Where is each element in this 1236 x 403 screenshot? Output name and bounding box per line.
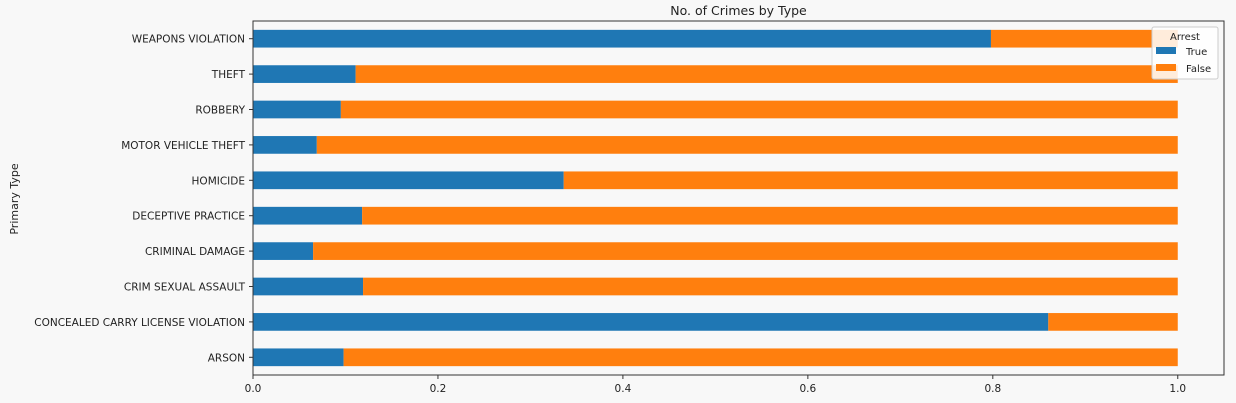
bar-theft-false	[355, 65, 1178, 83]
y-tick-label: MOTOR VEHICLE THEFT	[121, 140, 245, 152]
y-tick-label: THEFT	[211, 69, 246, 81]
legend-label-false: False	[1186, 64, 1211, 75]
legend-swatch-false	[1156, 64, 1176, 71]
y-tick-label: DECEPTIVE PRACTICE	[132, 211, 245, 223]
bar-motor-vehicle-theft-false	[316, 136, 1178, 154]
chart-title: No. of Crimes by Type	[670, 3, 807, 18]
bar-concealed-carry-license-violation-true	[253, 313, 1049, 331]
bar-weapons-violation-true	[253, 29, 991, 48]
y-axis-label: Primary Type	[8, 163, 21, 235]
x-tick-label: 0.4	[615, 383, 632, 395]
bar-crim-sexual-assault-true	[253, 277, 364, 296]
bars-layer	[253, 29, 1178, 367]
bar-theft-true	[253, 65, 356, 83]
bar-motor-vehicle-theft-true	[253, 136, 317, 154]
legend: Arrest True False	[1151, 26, 1219, 80]
bar-arson-true	[253, 348, 344, 367]
bar-deceptive-practice-true	[253, 206, 363, 225]
axes-layer: ARSON CONCEALED CARRY LICENSE VIOLATION CR…	[34, 20, 1225, 395]
bar-robbery-false	[340, 100, 1178, 119]
bar-homicide-false	[563, 171, 1178, 190]
bar-concealed-carry-license-violation-false	[1048, 313, 1178, 331]
bar-criminal-damage-true	[253, 242, 314, 260]
legend-label-true: True	[1185, 47, 1207, 58]
y-tick-label: CRIM SEXUAL ASSAULT	[124, 282, 246, 294]
bar-criminal-damage-false	[313, 242, 1178, 260]
x-tick-label: 0.6	[800, 383, 817, 395]
x-tick-label: 1.0	[1169, 383, 1186, 395]
y-tick-label: HOMICIDE	[192, 175, 245, 187]
y-tick-label: CONCEALED CARRY LICENSE VIOLATION	[34, 317, 245, 329]
x-tick-label: 0.8	[984, 383, 1001, 395]
bar-robbery-true	[253, 100, 341, 119]
y-tick-label: WEAPONS VIOLATION	[132, 34, 245, 46]
legend-swatch-true	[1156, 47, 1176, 54]
plot-frame	[252, 20, 1225, 376]
y-tick-label: ROBBERY	[195, 105, 245, 117]
x-tick-label: 0.0	[245, 383, 262, 395]
bar-weapons-violation-false	[990, 29, 1178, 48]
bar-deceptive-practice-false	[362, 206, 1178, 225]
y-tick-label: ARSON	[208, 352, 245, 364]
bar-arson-false	[343, 348, 1178, 367]
bar-crim-sexual-assault-false	[363, 277, 1178, 296]
legend-title: Arrest	[1170, 32, 1200, 43]
y-tick-label: CRIMINAL DAMAGE	[145, 246, 245, 258]
bar-homicide-true	[253, 171, 564, 190]
x-tick-label: 0.2	[430, 383, 447, 395]
